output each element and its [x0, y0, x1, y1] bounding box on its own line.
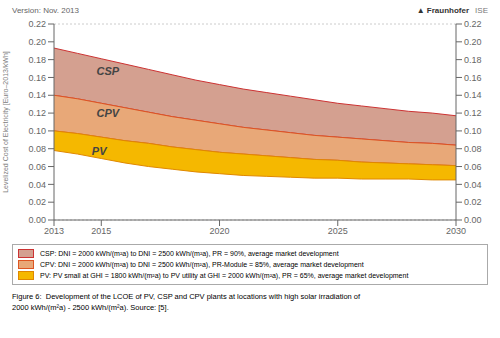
svg-text:0.06: 0.06 [464, 162, 482, 172]
svg-text:0.14: 0.14 [464, 90, 482, 100]
svg-text:0.16: 0.16 [464, 73, 482, 83]
svg-text:CPV: CPV [97, 107, 121, 119]
svg-text:0.22: 0.22 [464, 19, 482, 29]
svg-text:0.04: 0.04 [464, 180, 482, 190]
svg-text:0.12: 0.12 [464, 108, 482, 118]
svg-text:PV: PV [92, 145, 108, 157]
svg-text:0.20: 0.20 [464, 37, 482, 47]
html-text:PV: PV small at GHI = 1800 kWh: PV: PV small at GHI = 1800 kWh/(m²a) to … [40, 272, 409, 279]
html-text:▲ Fraunhofer: ▲ Fraunhofer [416, 5, 470, 15]
svg-text:0.02: 0.02 [28, 197, 46, 207]
svg-text:0.00: 0.00 [464, 215, 482, 225]
svg-text:2013: 2013 [44, 226, 64, 236]
svg-text:0.10: 0.10 [464, 126, 482, 136]
svg-text:0.08: 0.08 [28, 144, 46, 154]
svg-text:0.00: 0.00 [28, 215, 46, 225]
svg-text:Levelized Cost of Electricity: Levelized Cost of Electricity [Euro–2013… [8, 51, 10, 193]
svg-text:0.12: 0.12 [28, 108, 46, 118]
svg-text:0.18: 0.18 [28, 55, 46, 65]
svg-text:0.14: 0.14 [28, 90, 46, 100]
svg-text:2020: 2020 [210, 226, 230, 236]
html-text:Version: Nov. 2013: Version: Nov. 2013 [12, 5, 79, 15]
svg-text:2015: 2015 [91, 226, 111, 236]
html-text:CSP: DNI = 2000 kWh/(m²a) to D: CSP: DNI = 2000 kWh/(m²a) to DNI = 2500 … [40, 250, 339, 257]
svg-text:0.20: 0.20 [28, 37, 46, 47]
html-text:Figure 6: Development of the L: Figure 6: Development of the LCOE of PV,… [12, 292, 361, 312]
svg-text:0.16: 0.16 [28, 73, 46, 83]
svg-text:CSP: CSP [97, 65, 120, 77]
svg-text:0.08: 0.08 [464, 144, 482, 154]
svg-text:0.04: 0.04 [28, 180, 46, 190]
svg-text:0.06: 0.06 [28, 162, 46, 172]
svg-text:0.02: 0.02 [464, 197, 482, 207]
svg-text:2025: 2025 [328, 226, 348, 236]
html-text:CPV: DNI = 2000 kWh/(m²a) to D: CPV: DNI = 2000 kWh/(m²a) to DNI = 2500 … [40, 261, 364, 268]
svg-text:0.10: 0.10 [28, 126, 46, 136]
svg-text:0.18: 0.18 [464, 55, 482, 65]
svg-text:2030: 2030 [446, 226, 466, 236]
svg-text:0.22: 0.22 [28, 19, 46, 29]
html-text:ISE: ISE [475, 5, 488, 15]
